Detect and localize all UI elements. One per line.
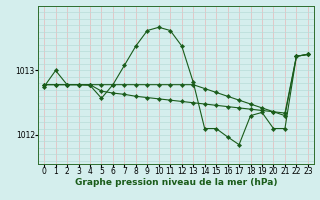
X-axis label: Graphe pression niveau de la mer (hPa): Graphe pression niveau de la mer (hPa) [75,178,277,187]
